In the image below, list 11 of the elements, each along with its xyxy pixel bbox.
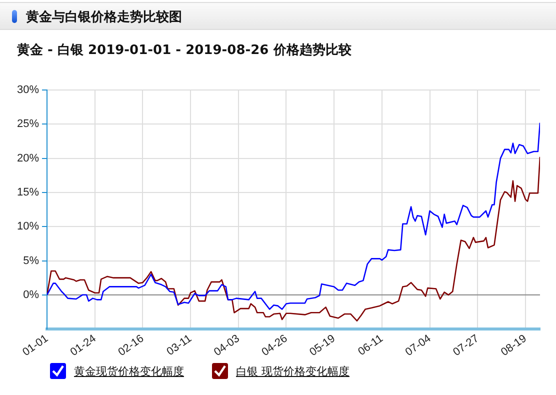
legend-label: 白银 现货价格变化幅度 bbox=[236, 364, 350, 378]
chart-title: 黄金与白银价格走势比较图 bbox=[26, 9, 182, 26]
y-tick-label: 30% bbox=[16, 84, 40, 96]
y-tick-label: 0% bbox=[23, 288, 40, 301]
y-tick-label: 25% bbox=[16, 118, 40, 130]
y-tick-label: 10% bbox=[16, 220, 40, 233]
y-tick-label: 5% bbox=[23, 254, 40, 267]
chart-subtitle: 黄金 - 白银 2019-01-01 - 2019-08-26 价格趋势比较 bbox=[17, 42, 352, 59]
y-tick-label: 20% bbox=[16, 152, 40, 164]
y-tick-label: 15% bbox=[16, 186, 40, 198]
legend-label: 黄金现货价格变化幅度 bbox=[74, 364, 184, 378]
